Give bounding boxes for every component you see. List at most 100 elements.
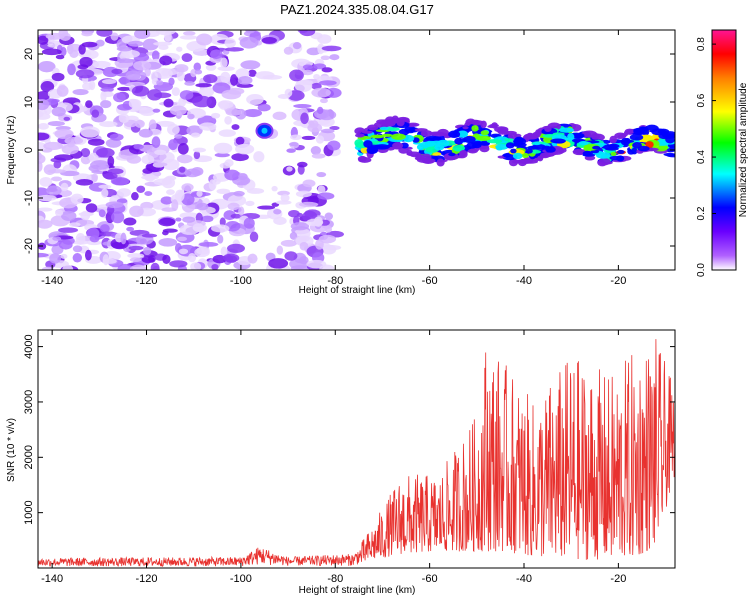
spectrogram-cell — [238, 206, 245, 216]
spectrogram-cell — [567, 133, 575, 141]
spectrogram-cell — [179, 90, 194, 100]
spectrogram-cell — [261, 36, 277, 44]
spectrogram-cell — [510, 148, 517, 154]
spectrogram-cell — [288, 142, 299, 147]
spectrogram-cell — [471, 125, 479, 132]
spectrogram-cells — [38, 30, 675, 270]
spectrogram-cell — [357, 155, 367, 162]
spectrogram-cell — [320, 55, 331, 61]
spectrogram-cell — [290, 222, 310, 231]
spectrogram-cell — [233, 190, 245, 197]
spectrogram-cell — [196, 202, 209, 211]
spectrogram-cell — [203, 74, 218, 84]
spectrogram-cell — [107, 155, 115, 167]
spectrogram-cell — [363, 140, 373, 148]
spectrogram-cell — [661, 130, 669, 138]
spectrogram-cell — [457, 130, 469, 138]
spectrogram-cell — [214, 152, 230, 158]
spectrogram-cell — [192, 223, 204, 232]
spectrogram-cell — [210, 49, 223, 60]
spectrogram-cell — [286, 166, 293, 172]
spectrogram-cell — [578, 140, 589, 146]
spectrogram-cell — [420, 130, 433, 137]
spectrogram-cell — [217, 66, 235, 72]
spectrogram-cell — [58, 239, 73, 250]
spectrogram-cell — [133, 60, 152, 71]
spectrogram-cell — [38, 123, 49, 130]
spectrogram-cell — [245, 30, 256, 34]
spectrogram-cell — [201, 215, 214, 223]
spectrogram-cell — [131, 85, 150, 97]
spectrogram-cell — [329, 54, 340, 61]
spectrogram-y-tick-label: 0 — [23, 147, 35, 153]
spectrogram-cell — [581, 130, 597, 138]
spectrogram-cell — [452, 144, 465, 152]
snr-x-tick-label: -60 — [422, 573, 438, 585]
snr-x-ticks: -140 -120 -100 -80 -60 -40 -20 — [41, 330, 626, 585]
spectrogram-cell — [59, 32, 71, 41]
spectrogram-cell — [218, 100, 230, 110]
spectrogram-cell — [245, 200, 255, 207]
spectrogram-cell — [176, 154, 193, 164]
spectrogram-cell — [102, 91, 114, 98]
spectrogram-cell — [276, 245, 284, 255]
spectrogram-cell — [486, 139, 503, 144]
spectrogram-cell — [225, 108, 243, 116]
spectrogram-cell — [38, 132, 50, 141]
spectrogram-cell — [177, 236, 188, 242]
spectrogram-cell — [138, 128, 153, 138]
spectrogram-cell — [110, 176, 130, 186]
spectrogram-cell — [320, 128, 335, 134]
spectrogram-cell — [150, 262, 160, 270]
spectrogram-cell — [317, 43, 325, 55]
spectrogram-cell — [210, 224, 230, 233]
spectrogram-cell — [292, 42, 302, 50]
spectrogram-cell — [176, 46, 183, 52]
spectrogram-cell — [309, 120, 319, 129]
spectrogram-cell — [151, 50, 160, 61]
spectrogram-cell — [407, 122, 420, 127]
spectrogram-cell — [300, 112, 309, 125]
spectrogram-cell — [98, 184, 112, 189]
spectrogram-cell — [532, 142, 541, 146]
spectrogram-cell — [220, 57, 228, 69]
spectrogram-cell — [85, 203, 98, 213]
spectrogram-cell — [91, 109, 100, 118]
spectrogram-cell — [224, 169, 241, 181]
spectrogram-cell — [174, 64, 189, 73]
colorbar-label: Normalized spectral amplitude — [738, 82, 749, 217]
snr-y-label: SNR (10 * v/v) — [6, 418, 17, 482]
spectrogram-cell — [616, 155, 625, 162]
spectrogram-cell — [321, 244, 337, 255]
spectrogram-x-tick-label: -40 — [516, 275, 532, 287]
spectrogram-cell — [590, 149, 600, 154]
snr-x-tick-label: -80 — [327, 573, 343, 585]
spectrogram-cell — [38, 194, 57, 202]
spectrogram-cell — [243, 217, 255, 229]
spectrogram-cell — [78, 212, 94, 217]
spectrogram-cell — [158, 217, 176, 227]
spectrogram-cell — [431, 132, 447, 137]
spectrogram-cell — [273, 216, 287, 225]
spectrogram-cell — [572, 148, 586, 156]
spectrogram-x-tick-label: -80 — [327, 275, 343, 287]
spectrogram-cell — [268, 258, 289, 269]
spectrogram-cell — [231, 153, 249, 162]
spectrogram-cell — [295, 190, 312, 198]
spectrogram-cell — [379, 126, 389, 131]
spectrogram-cell — [103, 172, 118, 180]
spectrogram-cell — [317, 192, 335, 200]
spectrogram-cell — [117, 263, 133, 270]
spectrogram-cell — [129, 257, 142, 262]
spectrogram-cell — [273, 208, 282, 215]
spectrogram-x-tick-label: -100 — [230, 275, 252, 287]
spectrogram-cell — [603, 144, 618, 150]
spectrogram-cell — [271, 185, 278, 192]
spectrogram-cell — [54, 209, 64, 216]
snr-y-tick-label: 4000 — [23, 334, 35, 358]
spectrogram-cell — [80, 148, 91, 158]
spectrogram-cell — [360, 146, 369, 154]
spectrogram-cell — [361, 130, 373, 134]
snr-x-tick-label: -140 — [41, 573, 63, 585]
spectrogram-cell — [301, 69, 314, 76]
